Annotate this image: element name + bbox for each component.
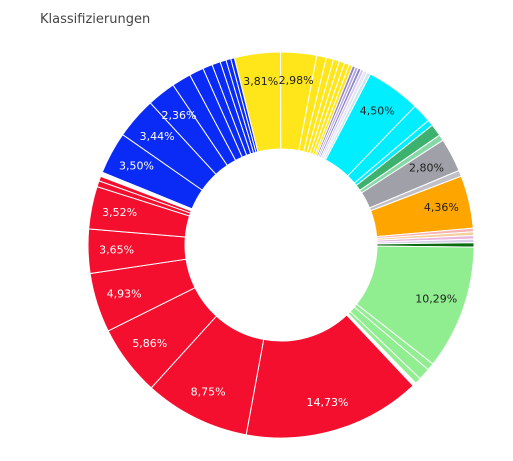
donut-slice[interactable]: [230, 57, 259, 153]
slice-label: 3,50%: [119, 159, 154, 172]
slice-label: 3,65%: [99, 243, 134, 256]
slice-label: 10,29%: [415, 292, 457, 305]
slice-label: 4,36%: [424, 201, 459, 214]
slice-label: 3,81%: [243, 75, 278, 88]
slice-label: 3,52%: [102, 206, 137, 219]
slice-label: 4,50%: [360, 105, 395, 118]
donut-slice[interactable]: [245, 314, 414, 439]
slice-label: 5,86%: [132, 337, 167, 350]
slice-label: 2,36%: [162, 109, 197, 122]
chart-title: Klassifizierungen: [40, 12, 151, 27]
slice-label: 2,80%: [409, 161, 444, 174]
slice-label: 4,93%: [107, 287, 142, 300]
slice-label: 14,73%: [306, 396, 348, 409]
slice-label: 8,75%: [191, 385, 226, 398]
slice-label: 2,98%: [279, 74, 314, 87]
slice-label: 3,44%: [140, 130, 175, 143]
